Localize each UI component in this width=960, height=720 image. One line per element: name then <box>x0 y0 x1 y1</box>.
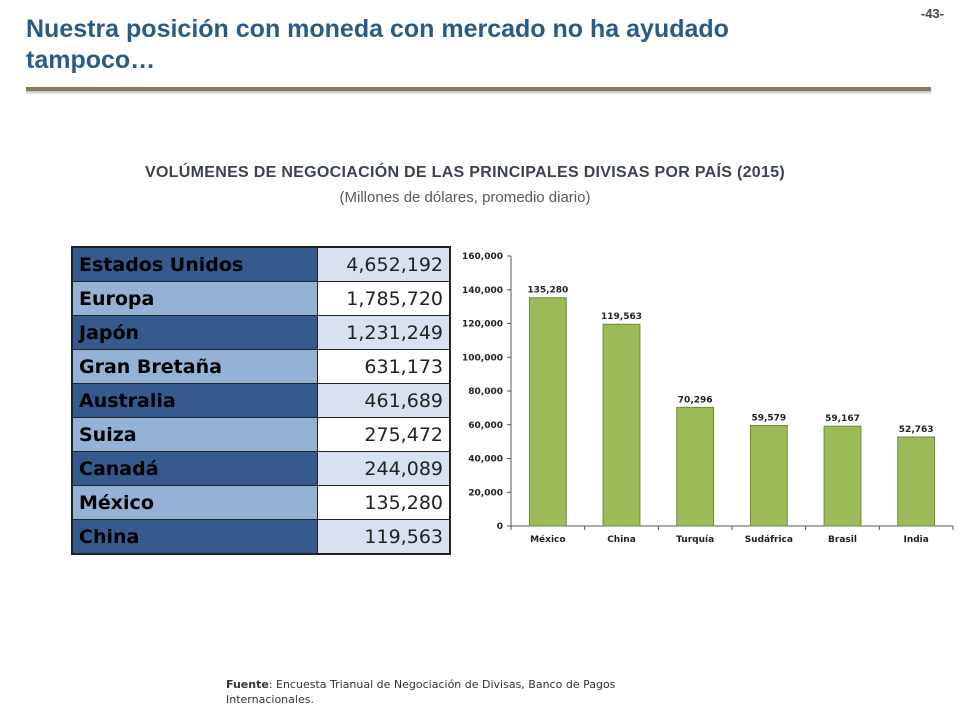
slide-title: Nuestra posición con moneda con mercado … <box>26 15 729 74</box>
chart-subheading: (Millones de dólares, promedio diario) <box>339 189 591 206</box>
y-tick-label: 20,000 <box>468 488 503 498</box>
country-cell: China <box>71 519 318 555</box>
volume-cell: 1,231,249 <box>317 315 451 350</box>
currency-volume-table: Estados Unidos 4,652,192 Europa 1,785,720 Ja… <box>71 246 451 555</box>
bar-sudáfrica <box>749 424 788 527</box>
bar-méxico <box>528 297 567 527</box>
x-category-label: China <box>607 535 636 545</box>
page-number: -43- <box>920 6 944 21</box>
source-note: Fuente: Encuesta Trianual de Negociación… <box>226 677 676 707</box>
x-category-label: Sudáfrica <box>745 535 793 545</box>
currency-volume-bar-chart: 0 20,000 40,000 60,000 80,000 100,000 120,000 1… <box>457 246 955 550</box>
bar-brasil <box>823 425 862 527</box>
table-row: México 135,280 <box>71 485 451 520</box>
volume-cell: 1,785,720 <box>317 281 451 316</box>
table-row: Estados Unidos 4,652,192 <box>71 246 451 282</box>
table-row: Suiza 275,472 <box>71 417 451 452</box>
table-row: Europa 1,785,720 <box>71 281 451 316</box>
x-category-label: Brasil <box>828 535 857 545</box>
y-tick-label: 40,000 <box>468 455 503 465</box>
table-row: Canadá 244,089 <box>71 451 451 486</box>
table-row: Japón 1,231,249 <box>71 315 451 350</box>
country-cell: Europa <box>71 281 318 316</box>
x-category-label: Turquía <box>676 535 714 545</box>
bar-india <box>897 436 936 527</box>
country-cell: Estados Unidos <box>71 246 318 282</box>
bar-value-label: 59,579 <box>751 413 786 423</box>
bar-china <box>602 323 641 527</box>
volume-cell: 461,689 <box>317 383 451 418</box>
y-tick-label: 100,000 <box>462 353 503 363</box>
table-row: China 119,563 <box>71 519 451 555</box>
bar-value-label: 70,296 <box>678 395 713 405</box>
y-tick-label: 140,000 <box>462 286 503 296</box>
country-cell: Suiza <box>71 417 318 452</box>
table-row: Gran Bretaña 631,173 <box>71 349 451 384</box>
x-category-label: México <box>530 534 565 545</box>
volume-cell: 4,652,192 <box>317 246 451 282</box>
y-tick-label: 60,000 <box>468 421 503 431</box>
chart-heading: VOLÚMENES DE NEGOCIACIÓN DE LAS PRINCIPA… <box>144 164 786 181</box>
bar-value-label: 135,280 <box>527 286 568 296</box>
y-tick-label: 160,000 <box>462 252 503 262</box>
bar-value-label: 119,563 <box>601 312 642 322</box>
volume-cell: 244,089 <box>317 451 451 486</box>
country-cell: Japón <box>71 315 318 350</box>
volume-cell: 275,472 <box>317 417 451 452</box>
y-tick-label: 80,000 <box>468 387 503 397</box>
bar-turquía <box>676 406 715 527</box>
title-divider <box>26 87 931 91</box>
table-row: Australia 461,689 <box>71 383 451 418</box>
country-cell: Australia <box>71 383 318 418</box>
y-tick-label: 0 <box>497 522 503 532</box>
volume-cell: 631,173 <box>317 349 451 384</box>
y-tick-label: 120,000 <box>462 320 503 330</box>
volume-cell: 135,280 <box>317 485 451 520</box>
source-label: Fuente <box>226 678 269 691</box>
bar-value-label: 52,763 <box>899 425 934 435</box>
country-cell: Canadá <box>71 451 318 486</box>
x-category-label: India <box>903 535 928 545</box>
source-text: : Encuesta Trianual de Negociación de Di… <box>226 678 616 706</box>
country-cell: México <box>71 485 318 520</box>
bar-value-label: 59,167 <box>825 414 860 424</box>
volume-cell: 119,563 <box>317 519 451 555</box>
country-cell: Gran Bretaña <box>71 349 318 384</box>
